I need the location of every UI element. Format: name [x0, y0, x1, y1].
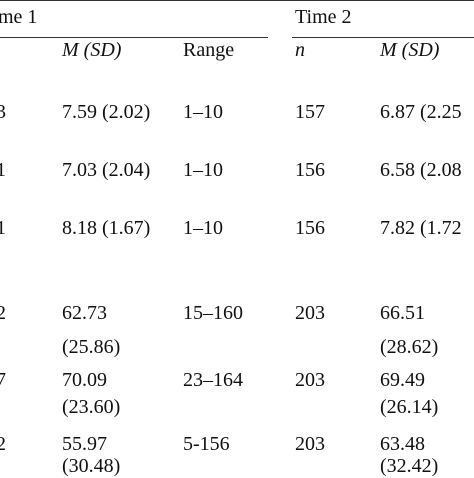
- group-rule: [0, 37, 268, 38]
- cell: 8.18 (1.67): [62, 217, 151, 239]
- group-header: Time 2: [295, 6, 352, 28]
- cell: 157: [295, 101, 325, 123]
- cell: 203: [295, 369, 325, 391]
- cell: 1: [0, 217, 6, 239]
- cell: 70.09: [62, 369, 107, 391]
- cell: 156: [295, 217, 325, 239]
- cell: (28.62): [380, 336, 439, 358]
- cell: 203: [295, 302, 325, 324]
- cell: 23–164: [183, 369, 243, 391]
- cell: 55.97: [62, 433, 107, 455]
- cell: (32.42): [380, 455, 439, 477]
- cell: 15–160: [183, 302, 243, 324]
- cell: 6.87 (2.25: [380, 101, 462, 123]
- cell: 1–10: [183, 217, 223, 239]
- cell: 7.03 (2.04): [62, 159, 151, 181]
- cell: 7.82 (1.72: [380, 217, 462, 239]
- column-header: n: [295, 39, 305, 61]
- cell: 69.49: [380, 369, 425, 391]
- cell: 1–10: [183, 101, 223, 123]
- cell: 6.58 (2.08: [380, 159, 462, 181]
- cell: 1–10: [183, 159, 223, 181]
- cell: (25.86): [62, 336, 121, 358]
- cell: 1: [0, 159, 6, 181]
- cell: 66.51: [380, 302, 425, 324]
- cell: 63.48: [380, 433, 425, 455]
- cell: 5-156: [183, 433, 230, 455]
- cell: 7.59 (2.02): [62, 101, 151, 123]
- cell: 2: [0, 433, 6, 455]
- cell: 203: [295, 433, 325, 455]
- column-header: M (SD): [62, 39, 122, 61]
- column-header: M (SD): [380, 39, 440, 61]
- cell: (30.48): [62, 455, 121, 477]
- cell: (23.60): [62, 396, 121, 418]
- column-header: Range: [183, 39, 235, 61]
- group-rule: [292, 37, 474, 38]
- cell: 2: [0, 302, 6, 324]
- cell: 7: [0, 369, 6, 391]
- top-rule: [0, 0, 474, 1]
- group-header: me 1: [0, 6, 38, 28]
- cell: 3: [0, 101, 6, 123]
- cell: 156: [295, 159, 325, 181]
- cell: (26.14): [380, 396, 439, 418]
- cell: 62.73: [62, 302, 107, 324]
